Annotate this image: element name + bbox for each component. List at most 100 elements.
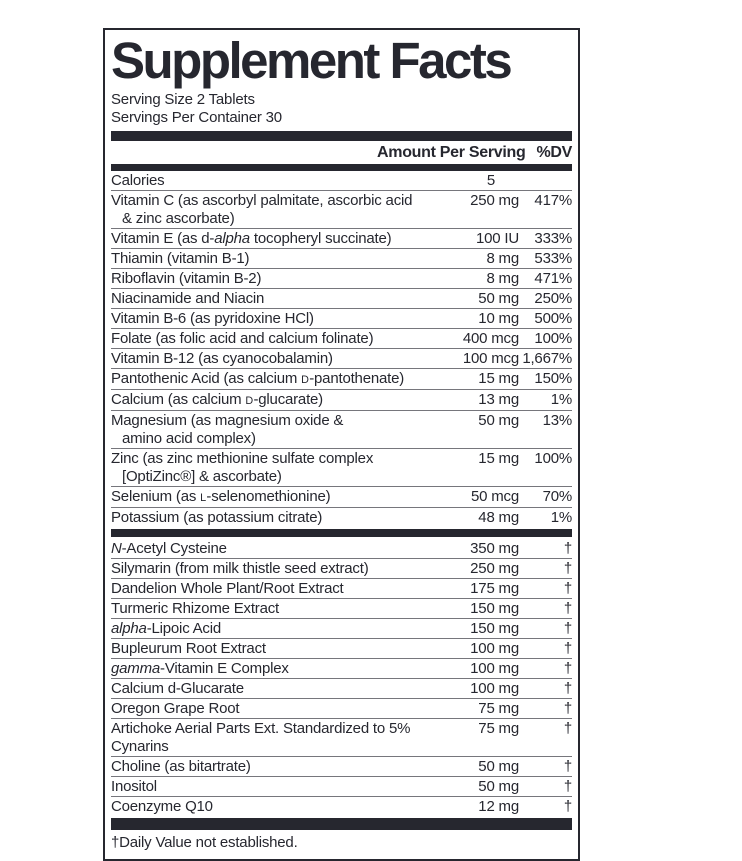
nutrient-row: N-Acetyl Cysteine 350 mg † [111,539,572,558]
divider-bar-top [111,131,572,141]
nutrient-dv: 1,667% [522,350,572,367]
nutrient-row: alpha-Lipoic Acid 150 mg † [111,618,572,638]
nutrient-dv: † [563,540,572,557]
nutrient-name: Artichoke Aerial Parts Ext. Standardized… [111,720,411,755]
nutrient-name: Vitamin C (as ascorbyl palmitate, ascorb… [111,192,424,228]
nutrient-name: Vitamin B-12 (as cyanocobalamin) [111,350,333,367]
nutrient-row: Magnesium (as magnesium oxide & amino aci… [111,410,572,448]
nutrient-dv [519,172,572,190]
nutrient-row: Thiamin (vitamin B-1) 8 mg 533% [111,248,572,268]
nutrient-row: Choline (as bitartrate) 50 mg † [111,756,572,776]
nutrient-name: Oregon Grape Root [111,700,240,717]
supplement-facts-panel: Supplement Facts Serving Size 2 Tablets … [103,28,580,861]
nutrient-name: Magnesium (as magnesium oxide & amino aci… [111,412,424,448]
nutrient-row: Bupleurum Root Extract 100 mg † [111,638,572,658]
divider-bar-header [111,164,572,171]
nutrient-name: Dandelion Whole Plant/Root Extract [111,580,344,597]
nutrient-name: Selenium (as l-selenomethionine) [111,488,331,505]
nutrient-row: Zinc (as zinc methionine sulfate complex… [111,448,572,486]
nutrient-amount: 50 mcg [471,488,519,505]
nutrient-amount: 100 mg [470,680,519,697]
nutrient-dv: † [563,680,572,697]
nutrient-amount: 250 mg [470,192,519,209]
nutrient-section-other-ingredients: N-Acetyl Cysteine 350 mg † Silymarin (from … [111,539,572,816]
divider-bar-section [111,529,572,537]
nutrient-amount: 15 mg [478,450,519,467]
nutrient-row: Turmeric Rhizome Extract 150 mg † [111,598,572,618]
nutrient-name: Coenzyme Q10 [111,798,213,815]
divider-bar-bottom [111,818,572,830]
nutrient-name: Turmeric Rhizome Extract [111,600,280,617]
nutrient-amount: 15 mg [478,370,519,387]
nutrient-name: Calories [111,172,165,189]
nutrient-row: Vitamin E (as d-alpha tocopheryl succina… [111,228,572,248]
nutrient-name: Zinc (as zinc methionine sulfate complex… [111,450,424,486]
nutrient-amount: 10 mg [478,310,519,327]
nutrient-amount: 12 mg [478,798,519,815]
nutrient-amount: 250 mg [470,560,519,577]
nutrient-row: Potassium (as potassium citrate) 48 mg 1% [111,507,572,527]
nutrient-row: Vitamin B-6 (as pyridoxine HCl) 10 mg 500% [111,308,572,328]
nutrient-name-continuation: amino acid complex) [122,430,256,447]
nutrient-name: Niacinamide and Niacin [111,290,265,307]
panel-title: Supplement Facts [111,32,513,89]
nutrient-amount: 175 mg [470,580,519,597]
nutrient-amount: 100 mg [470,660,519,677]
nutrient-amount: 50 mg [478,758,519,775]
nutrient-name: Vitamin B-6 (as pyridoxine HCl) [111,310,314,327]
nutrient-name: Inositol [111,778,157,795]
nutrient-dv: † [563,600,572,617]
nutrient-dv: † [563,778,572,795]
nutrient-name: alpha-Lipoic Acid [111,620,222,637]
nutrient-dv: † [563,798,572,815]
nutrient-name: Potassium (as potassium citrate) [111,509,323,526]
nutrient-amount: 100 IU [476,230,519,247]
nutrient-dv: † [563,720,572,737]
nutrient-dv: † [563,580,572,597]
column-header-row: Amount Per Serving %DV [111,143,572,163]
servings-per-container: Servings Per Container 30 [111,109,282,126]
nutrient-amount: 100 mg [470,640,519,657]
nutrient-name: gamma-Vitamin E Complex [111,660,289,677]
nutrient-section-vitamins-minerals: Calories 5 Vitamin C (as ascorbyl palmitat… [111,171,572,527]
nutrient-row: Folate (as folic acid and calcium folina… [111,328,572,348]
nutrient-row: Artichoke Aerial Parts Ext. Standardized… [111,718,572,756]
dv-column-header: %DV [536,144,572,161]
nutrient-amount: 100 mcg [462,350,519,367]
nutrient-amount: 8 mg [486,270,519,287]
nutrient-name: Vitamin E (as d-alpha tocopheryl succina… [111,230,392,247]
nutrient-row: Niacinamide and Niacin 50 mg 250% [111,288,572,308]
nutrient-name-continuation: [OptiZinc®] & ascorbate) [122,468,282,485]
nutrient-dv: 250% [534,290,572,307]
nutrient-dv: 70% [542,488,573,505]
nutrient-amount: 150 mg [470,600,519,617]
nutrient-amount: 150 mg [470,620,519,637]
serving-size: Serving Size 2 Tablets [111,91,255,108]
nutrient-row: Calories 5 [111,171,572,190]
nutrient-name: Riboflavin (vitamin B-2) [111,270,262,287]
nutrient-amount: 8 mg [486,250,519,267]
nutrient-dv: † [563,758,572,775]
nutrient-name: Calcium d-Glucarate [111,680,244,697]
nutrient-row: Coenzyme Q10 12 mg † [111,796,572,816]
nutrient-dv: 100% [534,450,572,467]
nutrient-name: Thiamin (vitamin B-1) [111,250,250,267]
nutrient-dv: 100% [534,330,572,347]
nutrient-row: Calcium (as calcium d-glucarate) 13 mg 1% [111,389,572,410]
nutrient-amount: 48 mg [478,509,519,526]
nutrient-dv: † [563,700,572,717]
nutrient-dv: † [563,560,572,577]
nutrient-dv: † [563,640,572,657]
nutrient-row: Dandelion Whole Plant/Root Extract 175 mg… [111,578,572,598]
nutrient-name: Silymarin (from milk thistle seed extrac… [111,560,369,577]
nutrient-amount: 50 mg [478,290,519,307]
nutrient-dv: 500% [534,310,572,327]
nutrient-dv: † [563,620,572,637]
nutrient-dv: † [563,660,572,677]
nutrient-row: Silymarin (from milk thistle seed extrac… [111,558,572,578]
amount-column-header: Amount Per Serving [377,144,526,161]
nutrient-row: Vitamin C (as ascorbyl palmitate, ascorb… [111,190,572,228]
nutrient-name: Folate (as folic acid and calcium folina… [111,330,374,347]
nutrient-row: Oregon Grape Root 75 mg † [111,698,572,718]
nutrient-name: Pantothenic Acid (as calcium d-pantothen… [111,370,405,387]
